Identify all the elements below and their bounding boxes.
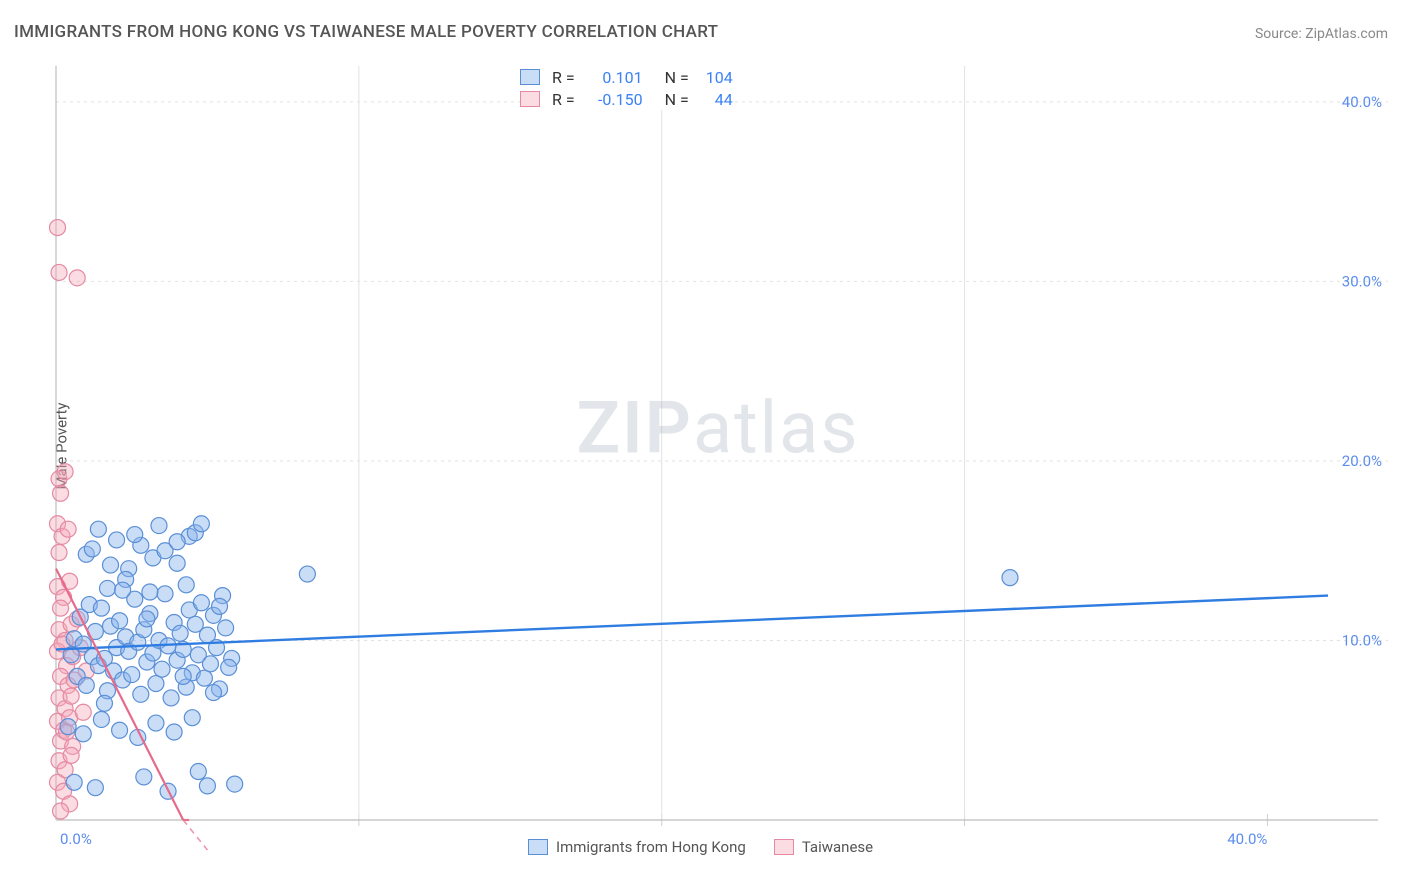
- svg-text:20.0%: 20.0%: [1342, 452, 1382, 470]
- chart-title: IMMIGRANTS FROM HONG KONG VS TAIWANESE M…: [14, 22, 718, 42]
- legend-item: Immigrants from Hong Kong: [528, 838, 746, 856]
- series-legend: Immigrants from Hong Kong Taiwanese: [528, 838, 873, 856]
- legend-label: Taiwanese: [802, 838, 873, 856]
- svg-text:0.0%: 0.0%: [60, 830, 92, 848]
- source-label: Source: ZipAtlas.com: [1255, 26, 1388, 42]
- legend-swatch: [520, 69, 540, 85]
- legend-row: R =0.101N =104: [520, 66, 733, 88]
- correlation-legend: R =0.101N =104R =-0.150N =44: [520, 66, 733, 110]
- legend-swatch: [774, 839, 794, 855]
- svg-text:30.0%: 30.0%: [1342, 272, 1382, 290]
- svg-text:40.0%: 40.0%: [1227, 830, 1267, 848]
- legend-swatch: [520, 91, 540, 107]
- scatter-plot: 10.0%20.0%30.0%40.0%0.0%40.0% ZIPatlas: [48, 60, 1388, 860]
- svg-text:10.0%: 10.0%: [1342, 631, 1382, 649]
- svg-text:40.0%: 40.0%: [1342, 93, 1382, 111]
- legend-swatch: [528, 839, 548, 855]
- legend-item: Taiwanese: [774, 838, 873, 856]
- legend-row: R =-0.150N =44: [520, 88, 733, 110]
- plot-svg: 10.0% 20.0% 30.0% 40.0% 0.0% 40.0%: [48, 60, 1388, 860]
- legend-label: Immigrants from Hong Kong: [556, 838, 746, 856]
